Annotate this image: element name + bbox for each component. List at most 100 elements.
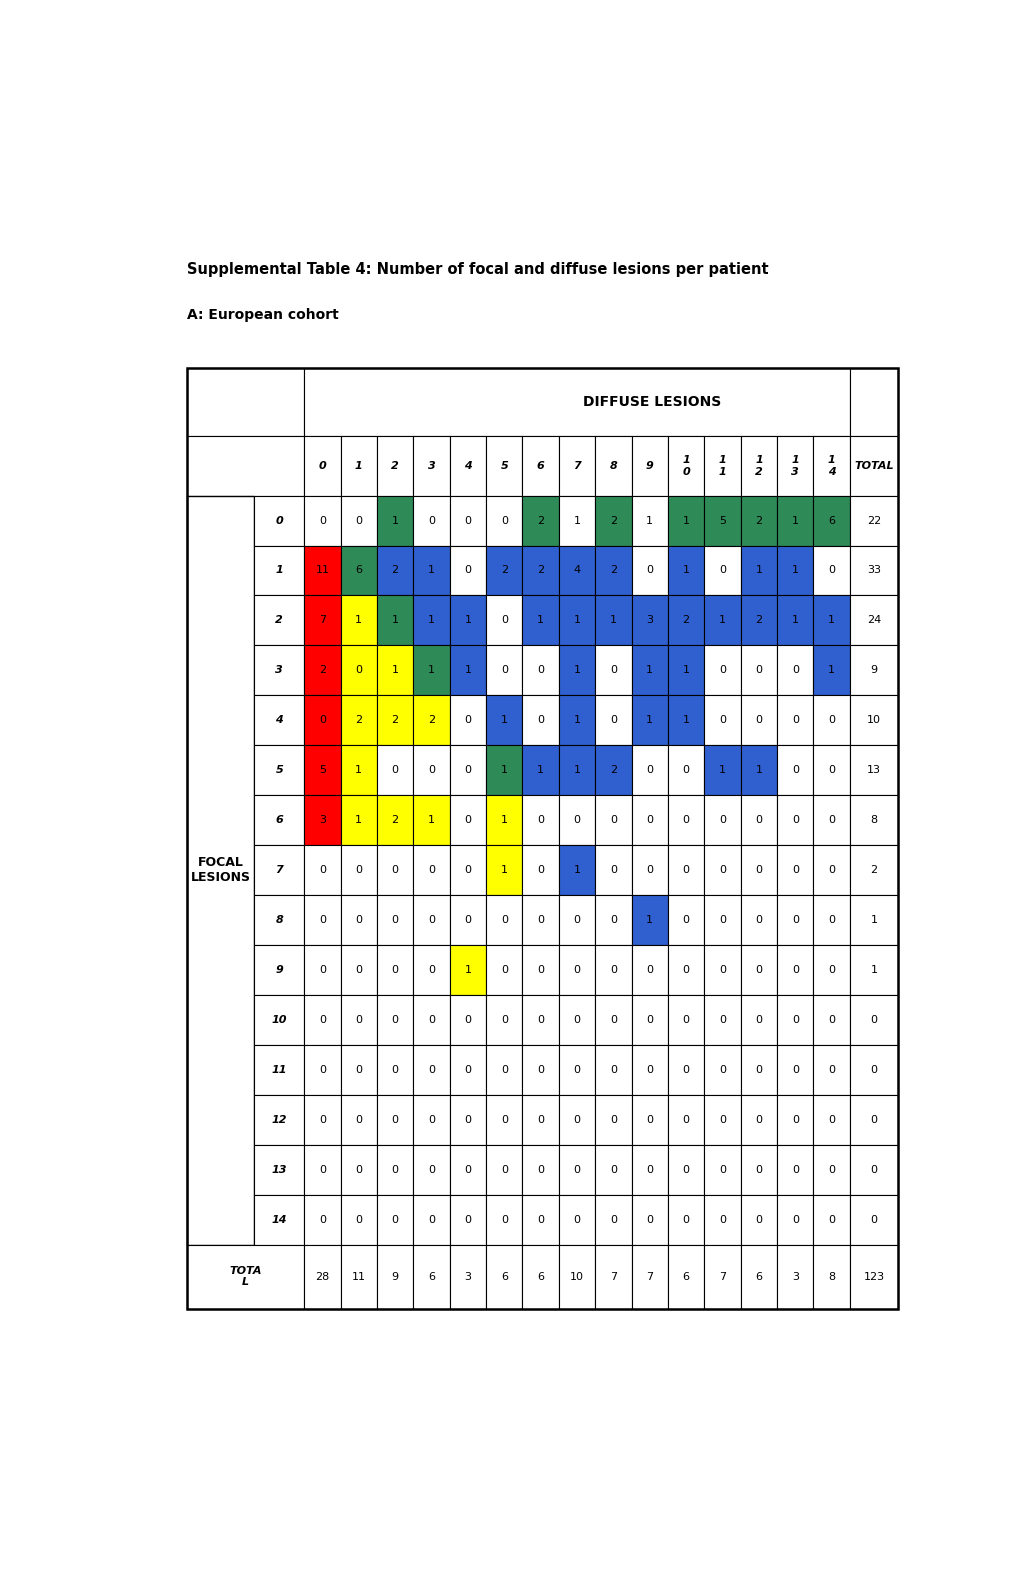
Bar <box>413 695 449 746</box>
Bar <box>449 1095 486 1144</box>
Text: 0: 0 <box>755 716 761 725</box>
Text: 5: 5 <box>500 460 507 471</box>
Bar <box>595 995 631 1044</box>
Bar <box>595 1244 631 1309</box>
Bar <box>522 995 558 1044</box>
Bar <box>340 495 377 546</box>
Bar <box>486 436 522 495</box>
Bar <box>254 695 304 746</box>
Bar <box>667 546 704 595</box>
Text: 0: 0 <box>464 516 471 525</box>
Bar <box>340 546 377 595</box>
Bar <box>340 944 377 995</box>
Bar <box>413 895 449 944</box>
Bar <box>667 1144 704 1195</box>
Text: 9: 9 <box>391 1271 398 1282</box>
Bar <box>377 546 413 595</box>
Text: 0: 0 <box>464 916 471 925</box>
Text: 6: 6 <box>536 460 544 471</box>
Text: 0: 0 <box>827 1065 835 1074</box>
Bar <box>340 846 377 895</box>
Text: 0: 0 <box>718 716 726 725</box>
Text: 0: 0 <box>755 1214 761 1225</box>
Bar <box>704 495 740 546</box>
Bar <box>849 1044 898 1095</box>
Text: 1: 1 <box>646 665 652 676</box>
Bar <box>522 495 558 546</box>
Bar <box>558 495 595 546</box>
Text: 9: 9 <box>275 965 283 974</box>
Bar <box>704 1244 740 1309</box>
Bar <box>413 746 449 795</box>
Bar <box>340 595 377 646</box>
Bar <box>413 1044 449 1095</box>
Text: 0: 0 <box>609 1165 616 1174</box>
Text: 0: 0 <box>682 1165 689 1174</box>
Text: 0: 0 <box>682 1114 689 1125</box>
Bar <box>413 995 449 1044</box>
Bar <box>558 436 595 495</box>
Bar <box>413 1244 449 1309</box>
Text: 1: 1 <box>869 916 876 925</box>
Text: 0: 0 <box>609 716 616 725</box>
Text: 0: 0 <box>428 1165 434 1174</box>
Text: 1
1: 1 1 <box>718 455 726 476</box>
Text: 1: 1 <box>500 865 507 874</box>
Text: 0: 0 <box>827 816 835 825</box>
Text: 1: 1 <box>275 565 283 576</box>
Bar <box>254 895 304 944</box>
Text: 5: 5 <box>275 765 283 774</box>
Text: 2: 2 <box>609 565 616 576</box>
Text: 1: 1 <box>755 765 761 774</box>
Bar <box>704 646 740 695</box>
Bar <box>740 695 776 746</box>
Text: 2: 2 <box>428 716 435 725</box>
Bar <box>740 595 776 646</box>
Bar <box>449 1044 486 1095</box>
Text: 1: 1 <box>682 565 689 576</box>
Bar <box>340 695 377 746</box>
Text: TOTA
L: TOTA L <box>229 1266 262 1287</box>
Text: 0: 0 <box>609 1114 616 1125</box>
Text: 0: 0 <box>464 565 471 576</box>
Text: 1: 1 <box>827 665 835 676</box>
Bar <box>631 846 667 895</box>
Text: 1: 1 <box>755 565 761 576</box>
Text: 7: 7 <box>646 1271 653 1282</box>
Bar <box>631 895 667 944</box>
Bar <box>340 646 377 695</box>
Bar <box>377 846 413 895</box>
Text: 1: 1 <box>355 460 363 471</box>
Bar <box>558 595 595 646</box>
Bar <box>667 846 704 895</box>
Bar <box>776 1195 813 1244</box>
Text: 8: 8 <box>869 816 876 825</box>
Text: 11: 11 <box>271 1065 286 1074</box>
Text: 0: 0 <box>827 765 835 774</box>
Bar <box>186 368 898 1309</box>
Bar <box>813 1244 849 1309</box>
Bar <box>704 895 740 944</box>
Text: 0: 0 <box>827 716 835 725</box>
Bar <box>486 746 522 795</box>
Bar <box>849 595 898 646</box>
Bar <box>377 746 413 795</box>
Text: 0: 0 <box>682 1014 689 1025</box>
Bar <box>631 695 667 746</box>
Text: 1: 1 <box>573 516 580 525</box>
Text: 0: 0 <box>391 1065 398 1074</box>
Bar <box>377 795 413 846</box>
Bar <box>254 495 304 546</box>
Text: 1: 1 <box>869 965 876 974</box>
Text: 0: 0 <box>428 916 434 925</box>
Text: 2: 2 <box>500 565 507 576</box>
Bar <box>449 436 486 495</box>
Text: 1: 1 <box>391 516 398 525</box>
Text: 0: 0 <box>355 1114 362 1125</box>
Text: 0: 0 <box>827 565 835 576</box>
Bar <box>667 1244 704 1309</box>
Text: 0: 0 <box>609 1214 616 1225</box>
Bar <box>558 646 595 695</box>
Text: 6: 6 <box>537 1271 543 1282</box>
Text: 2: 2 <box>537 565 544 576</box>
